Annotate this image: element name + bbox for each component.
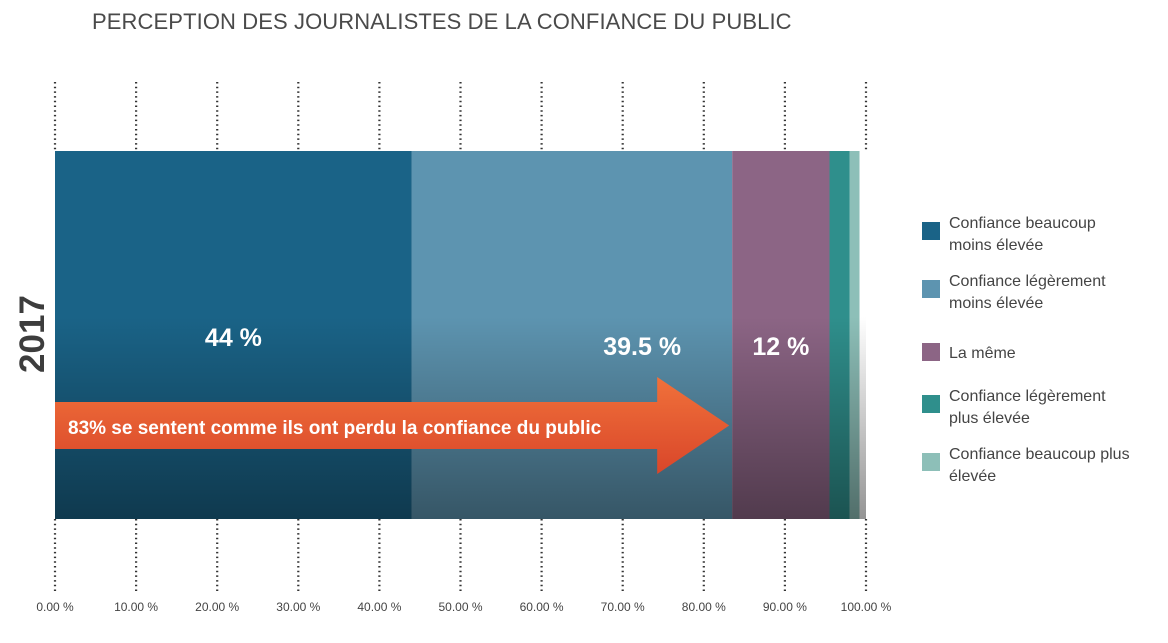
legend-label: Confiance beaucoup moins élevée <box>949 213 1159 257</box>
data-labels: 44 % 39.5 % 12 % <box>205 324 809 361</box>
legend-swatch <box>922 453 940 471</box>
legend-swatch <box>922 343 940 361</box>
legend-label: Confiance beaucoup plus élevée <box>949 444 1159 488</box>
legend-label-line1: Confiance beaucoup plus <box>949 446 1130 463</box>
legend-item: Confiance légèrement plus élevée <box>922 386 1159 430</box>
x-tick-label: 10.00 % <box>114 600 158 614</box>
x-tick-labels: 0.00 % 10.00 % 20.00 % 30.00 % 40.00 % 50.00 … <box>36 600 891 614</box>
legend-label: La même <box>949 343 1159 365</box>
legend-item: Confiance beaucoup moins élevée <box>922 213 1159 257</box>
legend-label-line2: moins élevée <box>949 295 1044 312</box>
x-tick-label: 40.00 % <box>357 600 401 614</box>
legend-swatch <box>922 222 940 240</box>
x-tick-label: 20.00 % <box>195 600 239 614</box>
legend-item: La même <box>922 334 1159 365</box>
x-tick-label: 100.00 % <box>841 600 892 614</box>
chart-title: PERCEPTION DES JOURNALISTES DE LA CONFIA… <box>92 9 792 34</box>
legend-swatch <box>922 395 940 413</box>
legend-label: Confiance légèrement moins élevée <box>949 271 1159 315</box>
x-tick-label: 90.00 % <box>763 600 807 614</box>
data-label: 39.5 % <box>603 333 681 361</box>
legend-label: Confiance légèrement plus élevée <box>949 386 1159 430</box>
data-label: 12 % <box>752 333 809 361</box>
legend-item: Confiance beaucoup plus élevée <box>922 444 1159 488</box>
x-tick-label: 0.00 % <box>36 600 74 614</box>
legend-label-line1: Confiance légèrement <box>949 388 1106 405</box>
annotation-text: 83% se sentent comme ils ont perdu la co… <box>68 418 602 439</box>
x-tick-label: 80.00 % <box>682 600 726 614</box>
data-label: 44 % <box>205 324 262 352</box>
legend-item: Confiance légèrement moins élevée <box>922 271 1159 315</box>
bar-shading <box>55 151 866 519</box>
gridlines <box>53 82 868 592</box>
legend-swatch <box>922 280 940 298</box>
annotation-arrow <box>55 377 730 474</box>
legend-label-line2: élevée <box>949 468 997 485</box>
x-tick-label: 60.00 % <box>520 600 564 614</box>
category-label: 2017 <box>13 295 52 373</box>
annotation-arrow-group: 83% se sentent comme ils ont perdu la co… <box>55 377 730 474</box>
x-tick-label: 70.00 % <box>601 600 645 614</box>
legend-label-line2: plus élevée <box>949 410 1030 427</box>
bar-shade <box>55 151 866 519</box>
legend-label-line1: Confiance beaucoup <box>949 215 1096 232</box>
x-tick-label: 30.00 % <box>276 600 320 614</box>
legend-label-line2: moins élevée <box>949 237 1044 254</box>
x-tick-label: 50.00 % <box>438 600 482 614</box>
legend-label-line1: La même <box>949 345 1016 362</box>
legend-label-line1: Confiance légèrement <box>949 273 1106 290</box>
